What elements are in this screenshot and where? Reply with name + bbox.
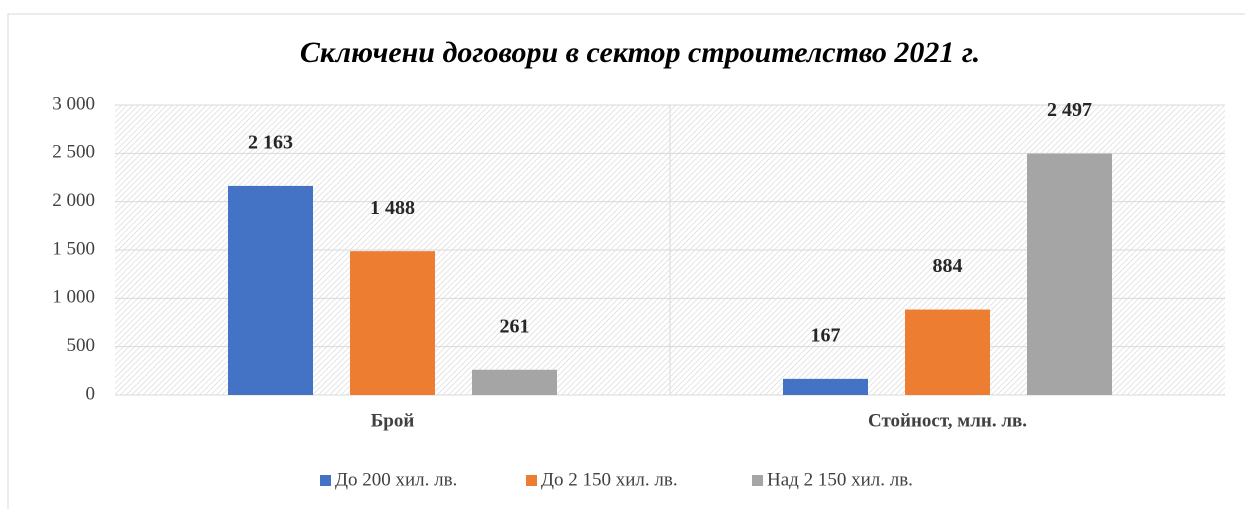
chart-title: Сключени договори в сектор строителство … — [300, 36, 980, 69]
bar — [1027, 153, 1112, 395]
legend-swatch — [752, 475, 763, 486]
y-tick-label: 3 000 — [52, 93, 95, 114]
legend-swatch — [526, 475, 537, 486]
y-tick-label: 0 — [86, 383, 96, 404]
bar — [783, 378, 868, 395]
data-label: 261 — [500, 315, 530, 337]
y-tick-label: 2 500 — [52, 142, 95, 163]
y-tick-label: 2 000 — [52, 190, 95, 211]
legend-label: До 200 хил. лв. — [335, 469, 457, 490]
legend-swatch — [320, 475, 331, 486]
bar — [350, 251, 435, 395]
data-label: 167 — [811, 324, 841, 346]
y-tick-label: 1 000 — [52, 287, 95, 308]
legend-label: Над 2 150 хил. лв. — [767, 469, 913, 490]
data-label: 884 — [933, 255, 963, 277]
legend-label: До 2 150 хил. лв. — [541, 469, 678, 490]
x-tick-label: Брой — [371, 410, 415, 431]
bar — [905, 309, 990, 395]
y-tick-label: 1 500 — [52, 238, 95, 259]
y-tick-label: 500 — [67, 335, 96, 356]
bar — [228, 185, 313, 395]
data-label: 1 488 — [370, 197, 415, 219]
data-label: 2 497 — [1047, 99, 1092, 121]
x-tick-label: Стойност, млн. лв. — [868, 410, 1027, 431]
bar — [472, 369, 557, 395]
data-label: 2 163 — [248, 132, 293, 154]
